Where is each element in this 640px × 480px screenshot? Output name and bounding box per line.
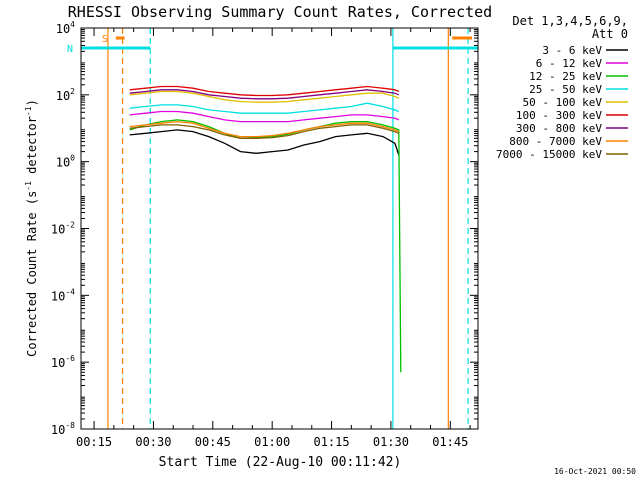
x-tick-label: 01:45 [432,435,468,449]
y-axis-label-close: ) [25,99,39,106]
y-tick-exponent: -8 [65,421,75,430]
legend-label-9: 7000 - 15000 keV [496,148,602,161]
y-axis-label-group: Corrected Count Rate (s-1 detector-1) [24,99,39,357]
x-tick-label: 01:00 [254,435,290,449]
x-axis-label: Start Time (22-Aug-10 00:11:42) [159,455,402,470]
y-axis-label-space [25,174,39,181]
x-tick-label: 01:15 [313,435,349,449]
flag-label-n: N [67,44,73,55]
y-tick-base: 10 [51,423,65,437]
y-axis-label-exp-2: -1 [24,106,33,116]
series-line-2 [129,110,400,123]
y-tick-base: 10 [56,22,70,36]
chart-title: RHESSI Observing Summary Count Rates, Co… [68,3,492,21]
x-tick-label: 00:30 [135,435,171,449]
legend-label-3: 12 - 25 keV [529,70,602,83]
y-tick-label: 104 [56,20,75,36]
y-tick-exponent: 2 [70,87,75,96]
series-line-4 [129,102,400,114]
y-tick-exponent: -2 [65,221,75,230]
legend-header-line-1: Det 1,3,4,5,6,9, [512,14,628,28]
footer-timestamp: 16-Oct-2021 00:50 [554,467,636,476]
y-axis-label-exp-1: -1 [24,181,33,191]
series-line-3 [129,119,402,373]
y-tick-label: 102 [56,87,75,103]
series-line-8 [129,120,400,138]
y-tick-label: 10-4 [51,287,75,303]
legend-label-5: 50 - 100 keV [523,96,603,109]
y-axis-label: Corrected Count Rate (s-1 detector-1) [24,99,39,357]
legend-label-7: 300 - 800 keV [516,122,602,135]
y-tick-label: 100 [56,154,75,170]
flag-label-s: S [102,34,108,45]
plot-area: SN [67,28,478,429]
series-line-9 [129,124,400,139]
legend-label-8: 800 - 7000 keV [509,135,602,148]
legend-label-4: 25 - 50 keV [529,83,602,96]
y-tick-base: 10 [51,289,65,303]
y-tick-base: 10 [56,89,70,103]
series-line-6 [129,85,400,97]
legend-header-line-2: Att 0 [592,27,628,41]
legend-label-1: 3 - 6 keV [542,44,602,57]
x-tick-label: 01:30 [373,435,409,449]
y-tick-label: 10-8 [51,421,75,437]
series-line-5 [129,90,400,103]
y-tick-exponent: -4 [65,287,75,296]
y-tick-label: 10-6 [51,354,75,370]
y-tick-exponent: -6 [65,354,75,363]
y-tick-base: 10 [51,223,65,237]
x-tick-label: 00:45 [195,435,231,449]
series-line-7 [129,89,400,100]
y-axis-label-main: Corrected Count Rate (s [25,191,39,357]
x-tick-label: 00:15 [76,435,112,449]
legend-label-6: 100 - 300 keV [516,109,602,122]
y-tick-label: 10-2 [51,221,75,237]
y-axis-label-unit: detector [25,116,39,174]
series-line-1 [129,129,400,156]
y-tick-exponent: 0 [70,154,75,163]
legend-label-2: 6 - 12 keV [536,57,603,70]
y-tick-exponent: 4 [70,20,75,29]
y-tick-base: 10 [56,156,70,170]
y-tick-base: 10 [51,356,65,370]
